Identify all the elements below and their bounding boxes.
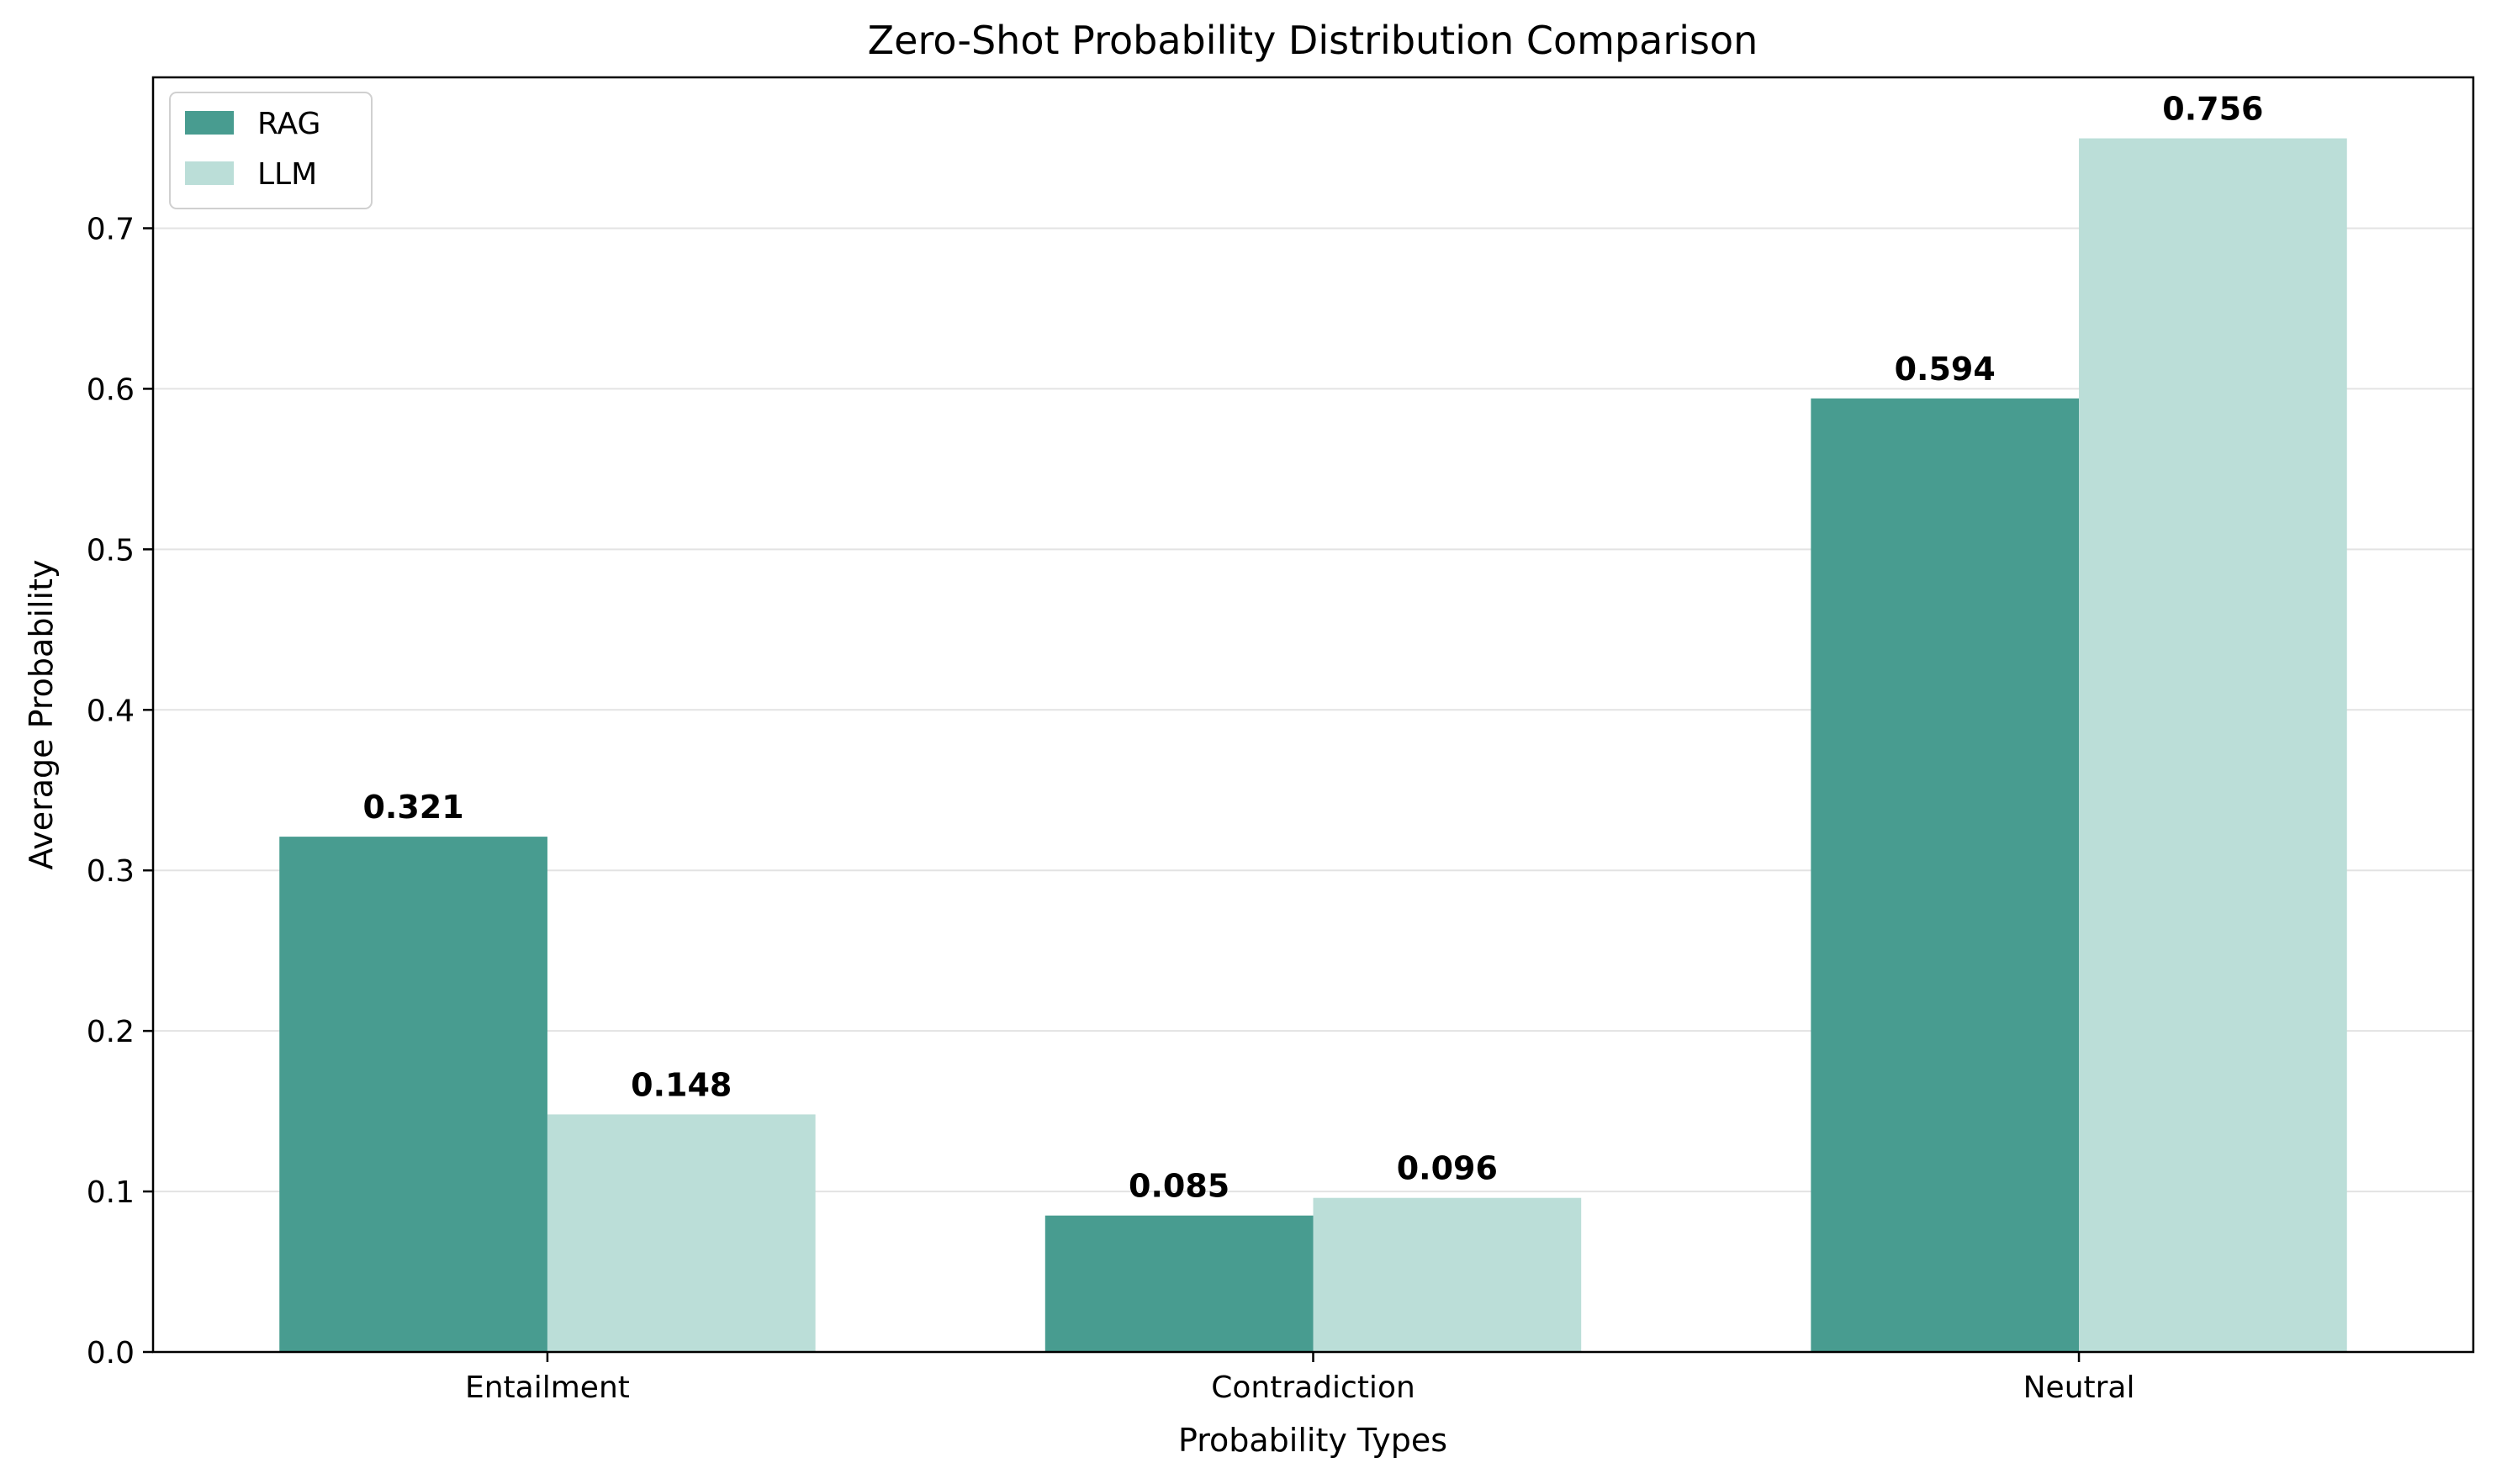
y-tick-label: 0.2 xyxy=(87,1015,135,1049)
legend-swatch-rag xyxy=(185,111,234,135)
y-tick-label: 0.1 xyxy=(87,1175,135,1210)
legend-label-llm: LLM xyxy=(257,157,317,192)
legend-label-rag: RAG xyxy=(257,107,320,141)
y-tick-label: 0.0 xyxy=(87,1336,135,1370)
x-tick-label: Neutral xyxy=(2023,1370,2135,1405)
bars xyxy=(279,138,2347,1352)
legend: RAG LLM xyxy=(169,92,373,209)
value-label: 0.594 xyxy=(1895,351,1996,388)
value-label: 0.148 xyxy=(631,1066,732,1103)
bar-llm-contradiction xyxy=(1313,1197,1582,1352)
value-label: 0.085 xyxy=(1129,1168,1229,1205)
y-tick-label: 0.6 xyxy=(87,372,135,407)
value-label: 0.321 xyxy=(362,789,463,826)
value-labels: 0.321 0.085 0.594 0.148 0.096 0.756 xyxy=(362,91,2263,1205)
y-tick-label: 0.5 xyxy=(87,533,135,568)
y-axis-ticks: 0.0 0.1 0.2 0.3 0.4 0.5 0.6 0.7 xyxy=(87,212,153,1370)
x-axis-label: Probability Types xyxy=(1178,1422,1447,1459)
legend-swatch-llm xyxy=(185,161,234,185)
bar-rag-contradiction xyxy=(1044,1215,1314,1352)
value-label: 0.096 xyxy=(1397,1150,1498,1187)
x-axis-ticks: Entailment Contradiction Neutral xyxy=(465,1352,2135,1405)
x-tick-label: Contradiction xyxy=(1211,1370,1415,1405)
chart-title: Zero-Shot Probability Distribution Compa… xyxy=(868,18,1758,63)
bar-rag-entailment xyxy=(279,837,547,1352)
x-tick-label: Entailment xyxy=(465,1370,630,1405)
y-tick-label: 0.3 xyxy=(87,854,135,889)
bar-llm-neutral xyxy=(2079,138,2347,1352)
y-tick-label: 0.7 xyxy=(87,212,135,246)
y-tick-label: 0.4 xyxy=(87,694,135,728)
bar-rag-neutral xyxy=(1811,398,2080,1352)
bar-llm-entailment xyxy=(547,1114,816,1352)
y-axis-label: Average Probability xyxy=(23,560,60,870)
value-label: 0.756 xyxy=(2162,91,2263,128)
